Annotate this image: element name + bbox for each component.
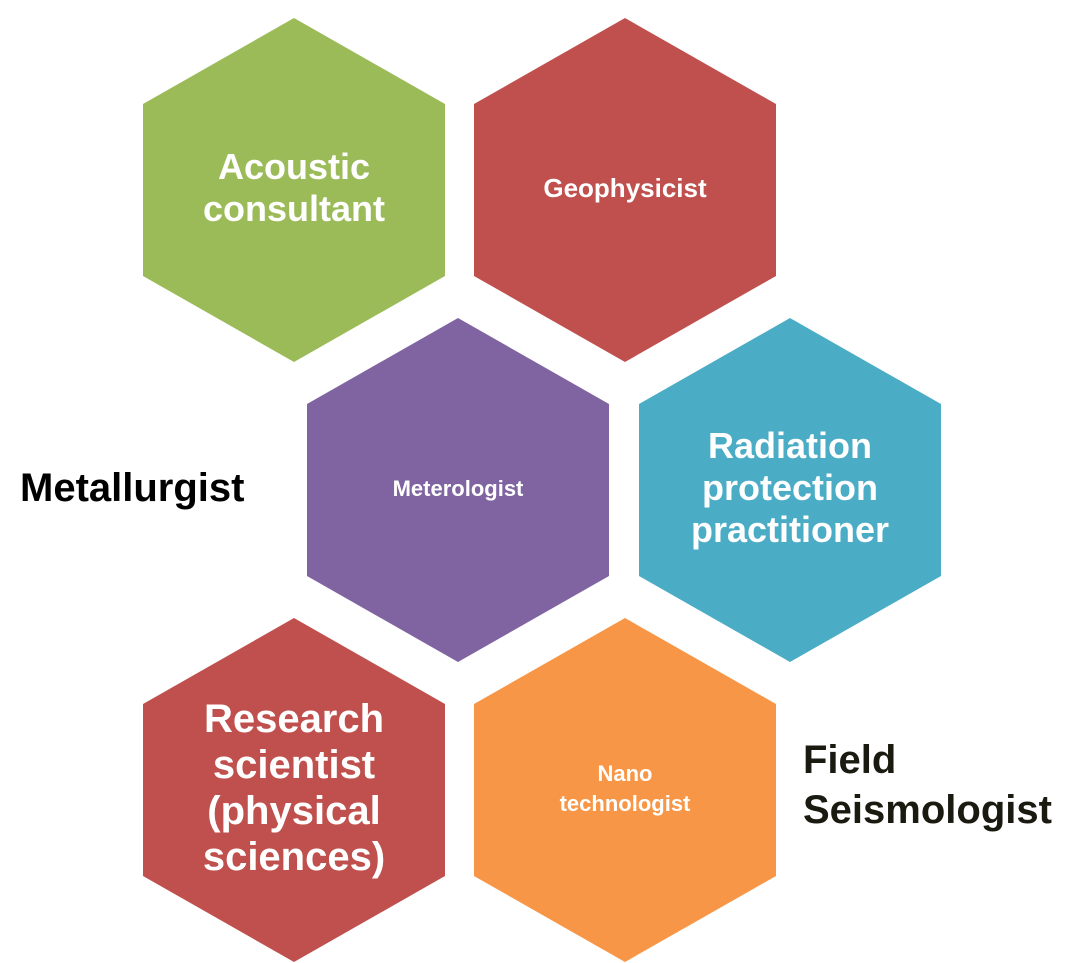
hexagon (143, 18, 445, 362)
side-label: Field Seismologist (803, 738, 1052, 832)
hexagon (474, 618, 776, 962)
label-line: Meterologist (393, 476, 524, 501)
label-line: Research (204, 697, 384, 741)
label-line: protection (702, 467, 878, 508)
hexagon (639, 318, 941, 662)
hexagon-label: Acoustic consultant (203, 146, 385, 229)
label-line: (physical (207, 789, 380, 833)
label-line: Metallurgist (20, 466, 244, 510)
label-line: Nano (598, 761, 653, 786)
label-line: Geophysicist (543, 173, 707, 203)
hexagon-label: Nano technologist (560, 761, 691, 816)
label-line: practitioner (691, 509, 889, 550)
hexagon (143, 618, 445, 962)
hexagon-label: Meterologist (393, 476, 524, 501)
hexagon-label: Geophysicist (543, 173, 707, 203)
hexagon-label: Research scientist (physical sciences) (203, 697, 385, 879)
label-line: scientist (213, 743, 375, 787)
label-line: Seismologist (803, 788, 1052, 832)
label-line: sciences) (203, 835, 385, 879)
hexagon-label: Radiation protection practitioner (691, 425, 889, 550)
label-line: technologist (560, 791, 691, 816)
hexagon-node: Nano technologist (474, 618, 776, 962)
hexagon-node: Geophysicist (474, 18, 776, 362)
label-line: Radiation (708, 425, 872, 466)
hexagon (474, 18, 776, 362)
label-line: Field (803, 738, 896, 782)
hexagon-node: Meterologist (307, 318, 609, 662)
label-line: Acoustic (218, 146, 370, 187)
side-label: Metallurgist (20, 466, 244, 510)
label-line: consultant (203, 188, 385, 229)
hexagon-node: Research scientist (physical sciences) (143, 618, 445, 962)
hexagon (307, 318, 609, 662)
hexagon-node: Radiation protection practitioner (639, 318, 941, 662)
hexagon-node: Acoustic consultant (143, 18, 445, 362)
